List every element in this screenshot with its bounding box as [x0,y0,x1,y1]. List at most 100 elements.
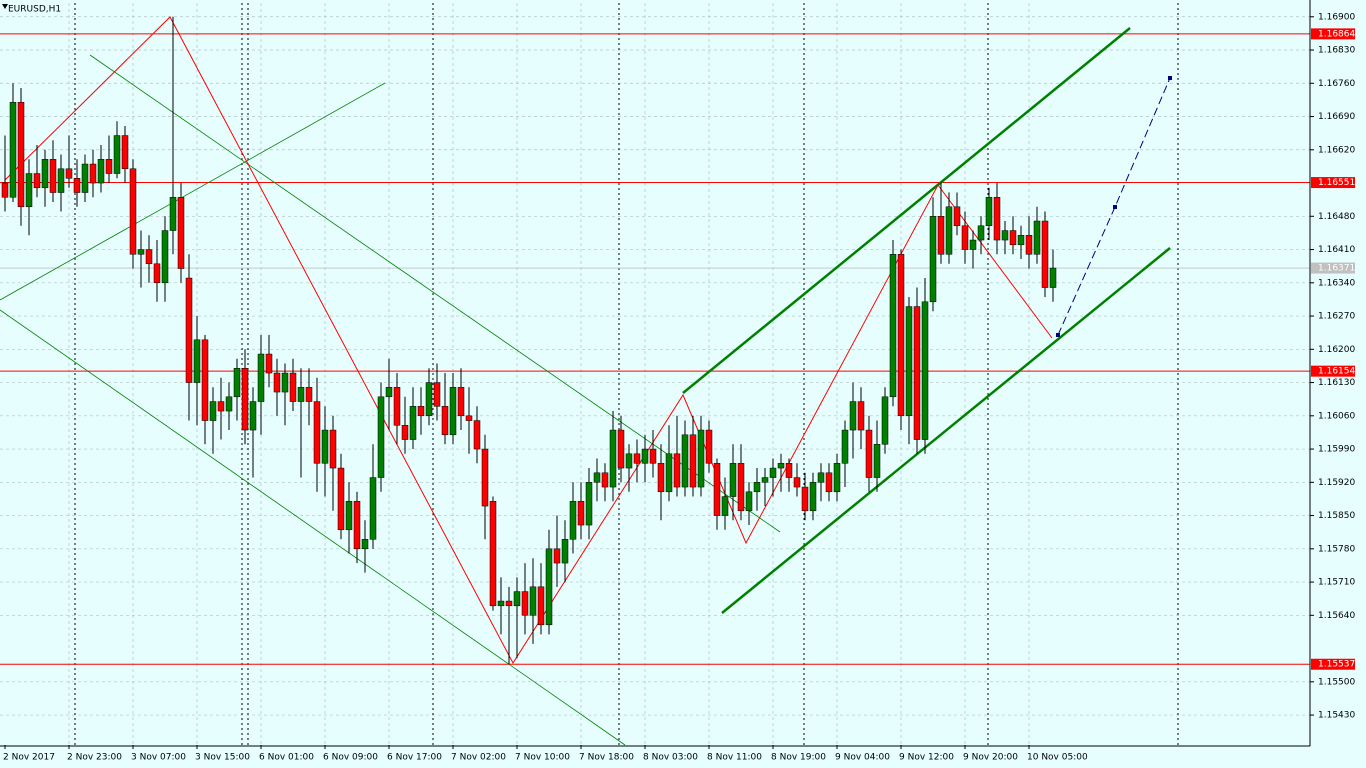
candle-body [977,225,985,241]
candle-body [273,372,281,393]
candle-body [361,539,369,550]
symbol-icon [2,4,8,9]
candle-body [577,501,585,526]
candle-body [137,249,145,255]
candle-body [17,102,25,208]
candle-body [745,491,753,512]
candle-body [521,591,529,616]
candle-body [833,463,841,493]
candle-body [481,448,489,507]
y-tick-label: 1.16620 [1318,145,1355,155]
x-tick-label: 8 Nov 03:00 [643,753,698,763]
projection-point [1168,76,1172,80]
candle-body [265,353,273,374]
candle-body [705,429,713,464]
candles [1,16,1057,665]
candle-body [601,472,609,488]
candle-body [681,434,689,488]
candle-body [401,425,409,440]
candle-body [409,406,417,440]
candle-body [97,159,105,184]
candle-body [657,463,665,493]
candle-body [1041,220,1049,288]
level-tag [1311,658,1355,670]
candle-body [777,463,785,469]
candle-body [329,429,337,469]
candle-body [937,216,945,255]
x-tick-label: 8 Nov 19:00 [771,753,826,763]
x-tick-label: 3 Nov 15:00 [195,753,250,763]
candle-body [689,434,697,488]
candle-body [1009,230,1017,246]
level-label: 1.16864 [1318,29,1355,39]
candle-body [665,453,673,493]
candle-body [185,277,193,383]
candle-body [393,387,401,426]
candle-body [457,387,465,417]
y-tick-label: 1.15780 [1318,544,1355,554]
candle-body [289,372,297,402]
candle-body [697,429,705,488]
candle-body [961,225,969,250]
candle-body [713,463,721,516]
candle-body [489,501,497,607]
candle-body [41,159,49,189]
candle-body [537,586,545,626]
candle-body [761,477,769,483]
candle-body [161,230,169,284]
x-tick-label: 6 Nov 09:00 [323,753,378,763]
level-label: 1.15537 [1318,660,1355,670]
candle-body [449,387,457,436]
candle-body [217,401,225,412]
candle-body [1,182,9,198]
y-tick-label: 1.16130 [1318,378,1355,388]
x-tick-label: 3 Nov 07:00 [131,753,186,763]
candle-body [1049,267,1057,288]
candle-body [585,482,593,526]
candle-body [785,463,793,478]
candle-body [129,168,137,255]
candle-body [193,339,201,383]
candle-body [505,600,513,607]
grid [0,3,1310,745]
candle-body [81,163,89,193]
candle-body [1025,235,1033,255]
x-tick-label: 7 Nov 10:00 [515,753,570,763]
x-tick-label: 6 Nov 17:00 [387,753,442,763]
candle-body [249,401,257,431]
candle-body [65,168,73,179]
candle-body [633,453,641,464]
candle-body [865,429,873,478]
candle-body [753,482,761,493]
zigzag [4,16,1053,664]
x-tick-label: 10 Nov 05:00 [1027,753,1088,763]
x-tick-label: 9 Nov 04:00 [835,753,890,763]
last-price-label: 1.16371 [1318,264,1355,274]
candle-body [809,482,817,512]
candle-body [377,396,385,478]
candle-body [121,135,129,170]
candle-body [257,353,265,402]
candle-body [625,453,633,469]
candle-body [233,368,241,398]
candle-body [209,401,217,421]
y-tick-label: 1.16830 [1318,46,1355,56]
candle-body [73,178,81,193]
candle-body [969,239,977,250]
candle-body [993,197,1001,241]
candle-body [729,463,737,497]
y-tick-label: 1.16760 [1318,79,1355,89]
candle-body [569,501,577,540]
candle-body [857,401,865,431]
y-tick-label: 1.16410 [1318,245,1355,255]
y-tick-label: 1.16900 [1318,12,1355,22]
candle-body [25,173,33,208]
channel-line [721,247,1171,614]
candle-body [465,415,473,421]
candle-body [513,591,521,607]
y-tick-label: 1.15710 [1318,578,1355,588]
y-tick-label: 1.15850 [1318,511,1355,521]
candle-body [1001,230,1009,241]
y-tick-label: 1.16200 [1318,345,1355,355]
